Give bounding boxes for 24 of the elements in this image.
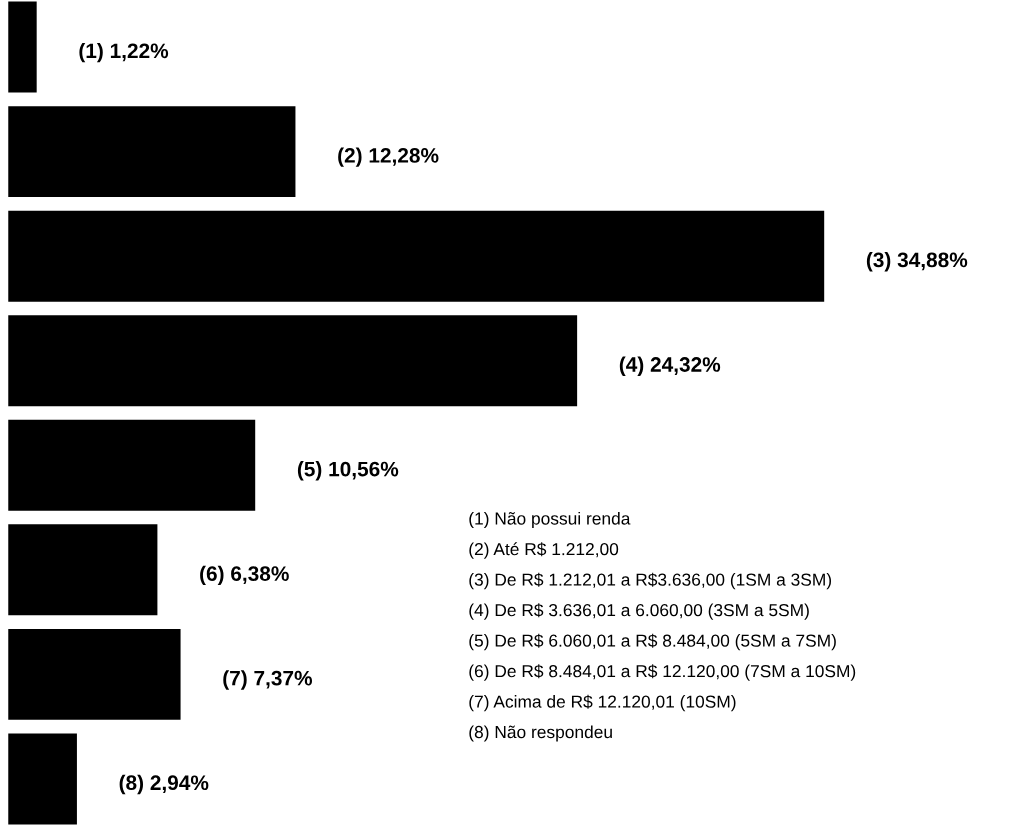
annotation: (2) Até R$ 1.212,00 xyxy=(469,542,619,559)
annotation: (7) Acima de R$ 12.120,01 (10SM) xyxy=(469,694,736,712)
bar xyxy=(8,1,37,93)
data-label: (7) 7,37% xyxy=(223,670,313,690)
data-label: (8) 2,94% xyxy=(119,774,209,795)
annotation: (4) De R$ 3.636,01 a 6.060,00 (3SM a 5SM) xyxy=(469,603,809,620)
data-label: (4) 24,32% xyxy=(619,356,721,376)
bar xyxy=(8,524,158,616)
data-label: (1) 1,22% xyxy=(79,42,169,63)
annotation: (1) Não possui renda xyxy=(469,511,631,529)
bar xyxy=(8,628,181,720)
bar xyxy=(8,210,825,302)
bar xyxy=(8,315,578,407)
annotation: (8) Não respondeu xyxy=(469,725,612,742)
bar xyxy=(8,419,256,511)
annotation: (6) De R$ 8.484,01 a R$ 12.120,00 (7SM a 10SM) xyxy=(469,664,856,681)
data-label: (2) 12,28% xyxy=(338,147,439,167)
data-label: (6) 6,38% xyxy=(200,565,289,586)
bar xyxy=(8,106,296,198)
annotation: (5) De R$ 6.060,01 a R$ 8.484,00 (5SM a 7SM) xyxy=(469,633,836,651)
bar xyxy=(8,733,77,825)
data-label: (5) 10,56% xyxy=(297,461,399,481)
annotation: (3) De R$ 1.212,01 a R$3.636,00 (1SM a 3SM) xyxy=(469,572,832,590)
data-label: (3) 34,88% xyxy=(866,252,968,272)
